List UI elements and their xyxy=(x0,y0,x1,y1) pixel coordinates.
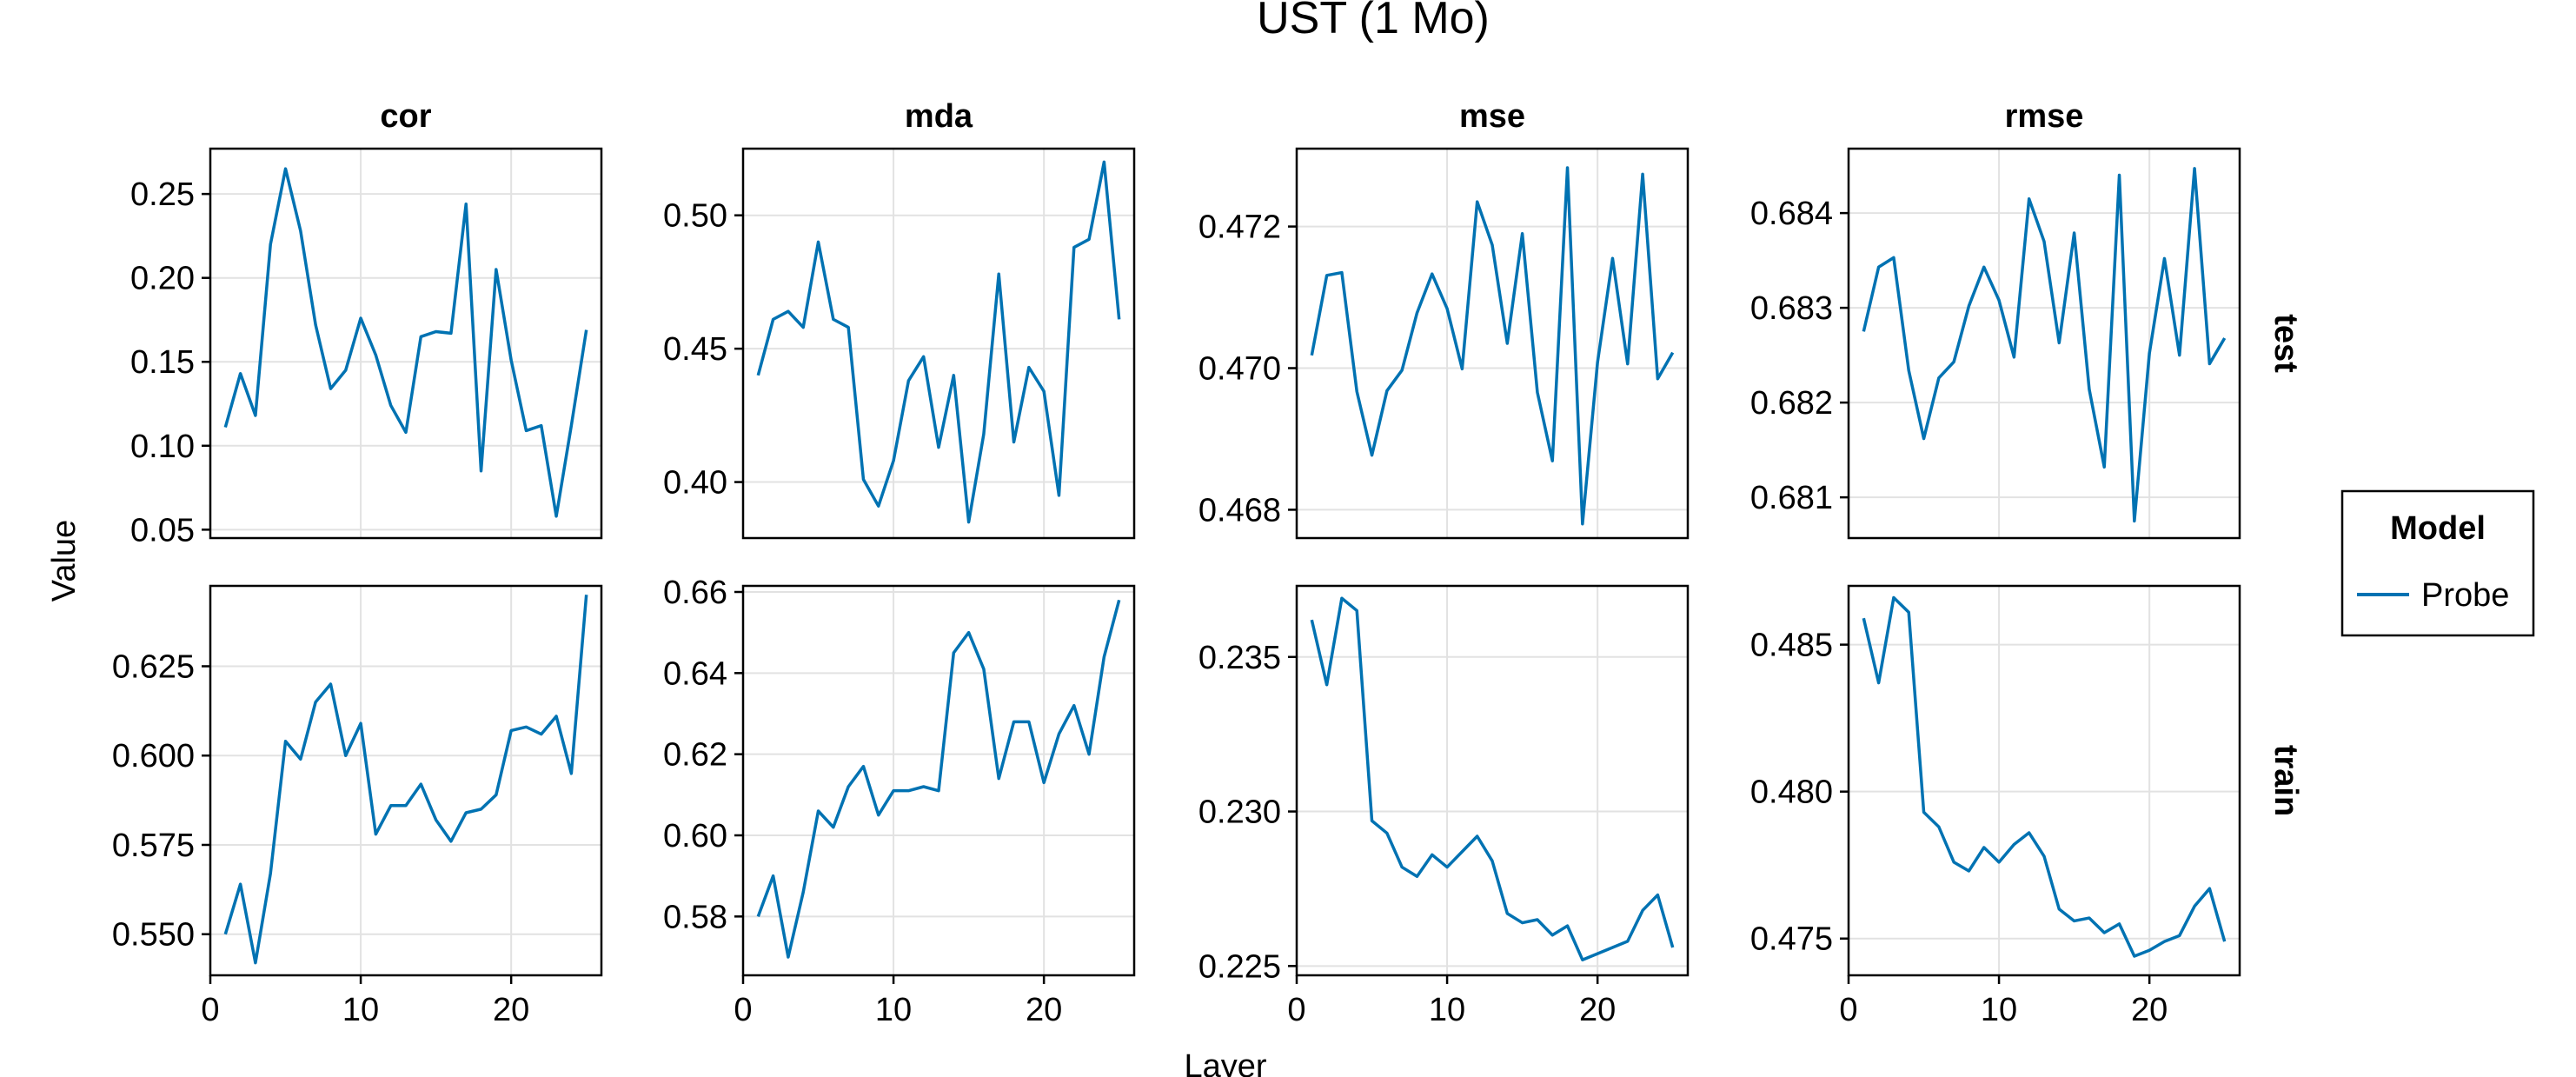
x-tick-label: 10 xyxy=(875,992,912,1028)
y-tick-label: 0.472 xyxy=(1198,209,1281,246)
y-tick-label: 0.62 xyxy=(663,737,727,774)
y-tick-label: 0.575 xyxy=(112,828,195,864)
panel-frame xyxy=(209,584,603,977)
series-line-probe xyxy=(1310,596,1675,961)
y-tick-label: 0.64 xyxy=(663,655,727,692)
y-tick-label: 0.681 xyxy=(1750,480,1833,516)
x-tick-label: 20 xyxy=(1579,992,1616,1028)
panel-grid: cor mda mse rmsetesttrain0.050.100.150.200.… xyxy=(112,98,2304,1028)
panel-frame xyxy=(741,584,1136,977)
y-tick-label: 0.225 xyxy=(1198,948,1281,985)
panel-frame xyxy=(1295,584,1690,977)
y-tick-label: 0.230 xyxy=(1198,794,1281,831)
series-line-probe xyxy=(756,599,1121,959)
x-tick-label: 10 xyxy=(1981,992,2017,1028)
row-label-train: train xyxy=(2267,745,2304,816)
column-header-rmse: rmse xyxy=(2005,98,2084,135)
y-tick-label: 0.50 xyxy=(663,198,727,235)
y-tick-label: 0.684 xyxy=(1750,196,1833,232)
x-tick-label: 0 xyxy=(734,992,752,1028)
y-tick-label: 0.45 xyxy=(663,331,727,368)
x-tick-label: 0 xyxy=(1287,992,1305,1028)
x-tick-label: 20 xyxy=(2131,992,2168,1028)
series-line-probe xyxy=(223,167,588,518)
panel-rmse-train: 0.475 0.480 0.485 0 10 20 xyxy=(1750,584,2241,1028)
series-line-probe xyxy=(1862,595,2227,958)
y-tick-label: 0.58 xyxy=(663,899,727,935)
y-tick-label: 0.682 xyxy=(1750,385,1833,422)
panel-mse-train: 0.225 0.230 0.235 0 10 20 xyxy=(1198,584,1690,1028)
x-tick-label: 0 xyxy=(201,992,219,1028)
panel-cor-train: 0.550 0.575 0.600 0.625 0 10 20 xyxy=(112,584,603,1028)
legend-entry-probe: Probe xyxy=(2421,577,2509,614)
row-label-test: test xyxy=(2267,314,2304,373)
panel-mda-train: 0.58 0.60 0.62 0.64 0.66 0 10 20 xyxy=(663,575,1136,1028)
y-axis-label: Value xyxy=(46,520,83,602)
y-tick-label: 0.550 xyxy=(112,917,195,954)
series-line-probe xyxy=(756,160,1121,524)
panel-mda-test: 0.40 0.45 0.50 xyxy=(663,147,1136,540)
chart-title: UST (1 Mo) xyxy=(1257,0,1490,43)
y-tick-label: 0.40 xyxy=(663,465,727,502)
panel-frame xyxy=(1847,147,2241,540)
legend-title: Model xyxy=(2390,510,2486,547)
y-tick-label: 0.683 xyxy=(1750,290,1833,327)
y-tick-label: 0.600 xyxy=(112,738,195,775)
column-header-cor: cor xyxy=(380,98,431,135)
panel-mse-test: 0.468 0.470 0.472 xyxy=(1198,147,1690,540)
y-tick-label: 0.475 xyxy=(1750,921,1833,958)
panel-frame xyxy=(209,147,603,540)
x-tick-label: 0 xyxy=(1839,992,1857,1028)
series-line-probe xyxy=(1310,166,1675,526)
x-tick-label: 10 xyxy=(1429,992,1465,1028)
y-tick-label: 0.20 xyxy=(130,261,195,297)
panel-frame xyxy=(1295,147,1690,540)
y-tick-label: 0.480 xyxy=(1750,775,1833,811)
y-tick-label: 0.485 xyxy=(1750,628,1833,664)
panel-rmse-test: 0.681 0.682 0.683 0.684 xyxy=(1750,147,2241,540)
y-tick-label: 0.05 xyxy=(130,512,195,548)
x-tick-label: 10 xyxy=(342,992,379,1028)
x-axis-label: Layer xyxy=(1184,1048,1266,1077)
series-line-probe xyxy=(223,595,588,965)
column-header-mda: mda xyxy=(905,98,973,135)
y-tick-label: 0.15 xyxy=(130,344,195,381)
series-line-probe xyxy=(1862,167,2227,523)
legend: Model Probe xyxy=(2340,489,2535,637)
panel-frame xyxy=(1847,584,2241,977)
y-tick-label: 0.470 xyxy=(1198,351,1281,388)
y-tick-label: 0.25 xyxy=(130,176,195,213)
panel-cor-test: 0.05 0.10 0.15 0.20 0.25 xyxy=(130,147,603,548)
y-tick-label: 0.10 xyxy=(130,429,195,465)
y-tick-label: 0.60 xyxy=(663,818,727,854)
x-tick-label: 20 xyxy=(1026,992,1062,1028)
x-tick-label: 20 xyxy=(493,992,529,1028)
y-tick-label: 0.468 xyxy=(1198,492,1281,529)
y-tick-label: 0.66 xyxy=(663,575,727,611)
y-tick-label: 0.625 xyxy=(112,648,195,685)
column-header-mse: mse xyxy=(1459,98,1525,135)
legend-box xyxy=(2340,489,2535,637)
y-tick-label: 0.235 xyxy=(1198,640,1281,676)
panel-frame xyxy=(741,147,1136,540)
